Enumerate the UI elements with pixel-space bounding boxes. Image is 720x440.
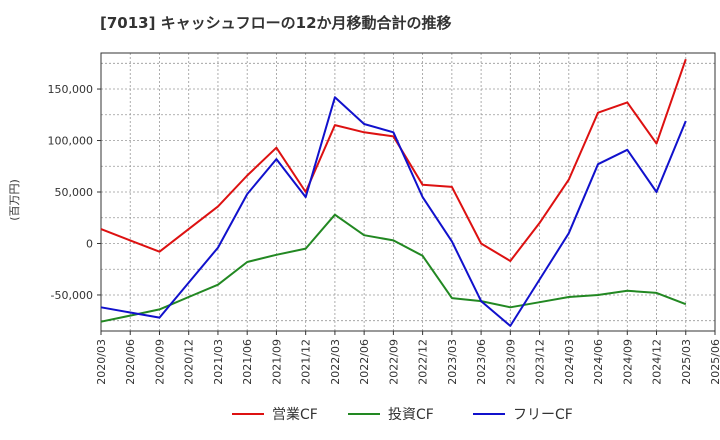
y-tick-label: 100,000 bbox=[48, 135, 94, 148]
x-tick-labels: 2020/03 2020/06 2020/09 2020/12 2021/03 2021/… bbox=[95, 339, 720, 385]
series-lines bbox=[100, 58, 687, 327]
y-tick-label: 50,000 bbox=[55, 186, 94, 199]
legend-label: 投資CF bbox=[388, 407, 434, 423]
x-tick-label: 2021/09 bbox=[270, 339, 283, 385]
x-tick-label: 2022/03 bbox=[329, 339, 342, 385]
x-tick-label: 2021/12 bbox=[300, 339, 313, 385]
legend-label: フリーCF bbox=[513, 407, 573, 423]
x-tick-label: 2024/09 bbox=[621, 339, 634, 385]
legend: 営業CF 投資CF フリーCF bbox=[232, 407, 573, 423]
x-tick-label: 2022/12 bbox=[417, 339, 430, 385]
y-tick-labels: -50,000 0 50,000 100,000 150,000 bbox=[48, 83, 94, 302]
x-tick-label: 2020/09 bbox=[153, 339, 166, 385]
x-tick-label: 2023/03 bbox=[446, 339, 459, 385]
y-tick-label: 0 bbox=[86, 237, 93, 250]
x-tick-label: 2023/12 bbox=[534, 339, 547, 385]
x-tick-label: 2024/03 bbox=[563, 339, 576, 385]
x-tick-label: 2025/06 bbox=[709, 339, 720, 385]
x-tick-label: 2024/06 bbox=[592, 339, 605, 385]
x-tick-label: 2020/12 bbox=[183, 339, 196, 385]
plot-area bbox=[101, 53, 715, 331]
y-tick-label: 150,000 bbox=[48, 83, 94, 96]
series-line bbox=[100, 58, 687, 262]
x-tick-label: 2024/12 bbox=[651, 339, 664, 385]
y-tick-label: -50,000 bbox=[51, 289, 93, 302]
x-tick-label: 2020/03 bbox=[95, 339, 108, 385]
x-tick-label: 2020/06 bbox=[124, 339, 137, 385]
series-line bbox=[100, 96, 687, 327]
axes bbox=[97, 52, 716, 335]
legend-label: 営業CF bbox=[272, 407, 318, 423]
y-axis-label: (百万円) bbox=[8, 179, 21, 221]
x-tick-label: 2023/06 bbox=[475, 339, 488, 385]
x-tick-label: 2022/09 bbox=[387, 339, 400, 385]
series-line bbox=[100, 213, 687, 323]
x-tick-label: 2023/09 bbox=[504, 339, 517, 385]
x-tick-label: 2022/06 bbox=[358, 339, 371, 385]
x-tick-label: 2025/03 bbox=[680, 339, 693, 385]
chart-title: [7013] キャッシュフローの12か月移動合計の推移 bbox=[100, 14, 452, 32]
x-tick-label: 2021/06 bbox=[241, 339, 254, 385]
x-tick-label: 2021/03 bbox=[212, 339, 225, 385]
